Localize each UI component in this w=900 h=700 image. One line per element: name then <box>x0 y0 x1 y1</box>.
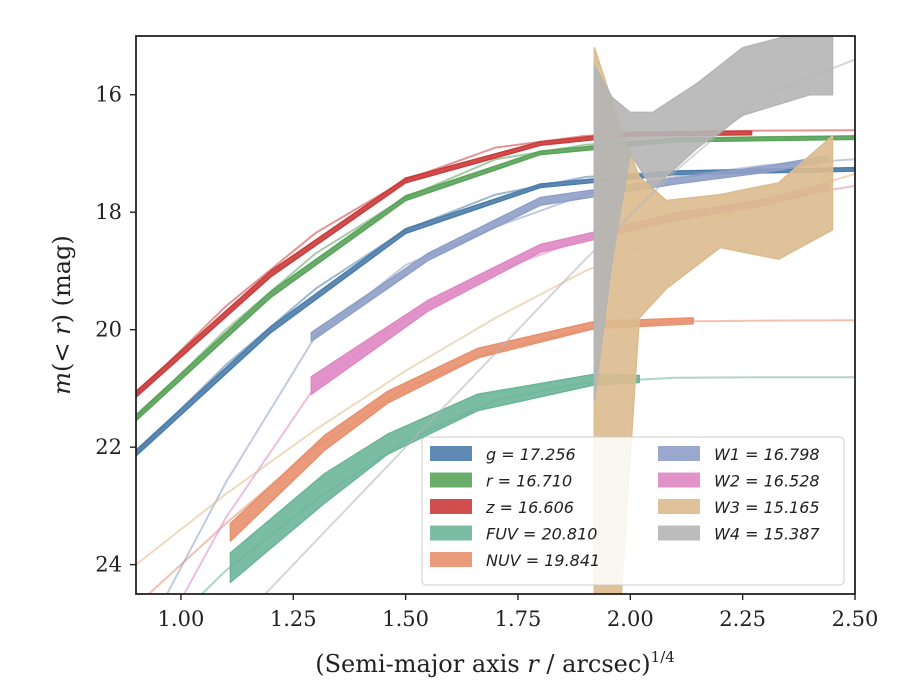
x-tick-label: 1.50 <box>382 607 429 631</box>
legend-swatch-z <box>430 499 472 514</box>
series-w4 <box>263 36 855 594</box>
y-tick-label: 24 <box>95 553 122 577</box>
y-axis-label: m(< r) (mag) <box>48 235 76 395</box>
legend-label-z: z = 16.606 <box>485 498 574 517</box>
series-w3 <box>136 46 855 594</box>
series-z <box>136 129 855 398</box>
legend: g = 17.256 r = 16.710 z = 16.606 FUV = 20.8… <box>421 436 845 586</box>
y-tick-label: 20 <box>95 318 122 342</box>
x-axis-label: (Semi-major axis r / arcsec)1/4 <box>315 648 675 678</box>
x-tick-label: 1.25 <box>270 607 317 631</box>
legend-label-w4: W4 = 15.387 <box>714 525 820 544</box>
series-r-model-line <box>136 135 855 419</box>
x-tick-label: 2.25 <box>719 607 766 631</box>
series-r <box>136 135 855 422</box>
legend-swatch-fuv <box>430 525 472 541</box>
y-tick-label: 18 <box>95 200 122 224</box>
legend-label-fuv: FUV = 20.810 <box>486 525 597 544</box>
legend-frame <box>421 436 845 586</box>
legend-swatch-g <box>430 446 472 461</box>
x-tick-label: 2.00 <box>607 607 654 631</box>
series-r-band <box>136 135 855 422</box>
legend-label-w1: W1 = 16.798 <box>714 445 820 464</box>
legend-label-w2: W2 = 16.528 <box>714 472 820 491</box>
x-tick-label: 1.00 <box>158 607 205 631</box>
series-z-band <box>136 130 753 398</box>
x-tick-label: 1.75 <box>495 607 542 631</box>
series-nuv-band <box>229 317 694 542</box>
legend-swatch-w2 <box>658 472 700 488</box>
ticks-layer: 1.00 1.25 1.50 1.75 2.00 2.25 2.50 16 18 20 22 24 <box>95 83 878 631</box>
legend-swatch-w4 <box>658 525 700 541</box>
legend-label-nuv: NUV = 19.841 <box>486 551 600 570</box>
series-g-band <box>136 166 855 457</box>
series-layer <box>136 36 855 594</box>
legend-swatch-w1 <box>658 446 700 461</box>
legend-label-r: r = 16.710 <box>486 472 572 491</box>
legend-swatch-w3 <box>658 499 700 514</box>
x-tick-label: 2.50 <box>832 607 879 631</box>
legend-swatch-r <box>430 472 472 488</box>
series-nuv <box>147 317 855 594</box>
plot-frame <box>135 35 856 595</box>
legend-label-w3: W3 = 15.165 <box>714 498 820 517</box>
y-tick-label: 16 <box>95 83 122 107</box>
y-tick-label: 22 <box>95 435 122 459</box>
legend-swatch-nuv <box>430 552 472 567</box>
series-w4-band <box>593 36 834 401</box>
legend-label-g: g = 17.256 <box>486 445 576 464</box>
